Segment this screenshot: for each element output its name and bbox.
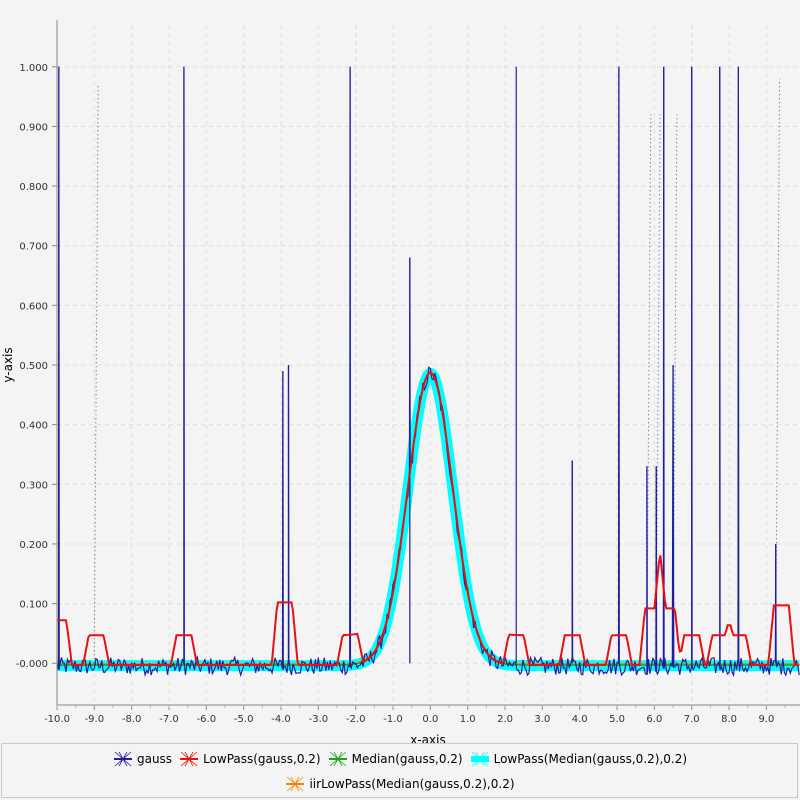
x-tick-label: -6.0 [197, 714, 217, 725]
legend-swatch-marker [114, 751, 132, 767]
y-tick-label: 0.100 [19, 600, 48, 611]
legend-swatch-marker [329, 751, 346, 767]
x-tick-label: -4.0 [271, 714, 291, 725]
legend-item-iirlowpass[interactable]: iirLowPass(Median(gauss,0.2),0.2) [284, 775, 515, 793]
legend-item-lowpass[interactable]: LowPass(gauss,0.2) [178, 750, 321, 768]
legend-item-gauss[interactable]: gauss [112, 750, 172, 768]
legend-marker-iirlowpass [286, 776, 305, 792]
legend: gauss LowPass(gauss,0.2) Median(gauss,0.… [1, 743, 798, 798]
y-tick-label: 0.600 [19, 301, 48, 312]
legend-item-lowpass-median[interactable]: LowPass(Median(gauss,0.2),0.2) [469, 750, 687, 768]
x-tick-label: -7.0 [159, 714, 179, 725]
x-tick-label: -10.0 [44, 714, 70, 725]
gauss-spike-markers [775, 78, 781, 664]
legend-marker-median [328, 751, 347, 767]
legend-label: iirLowPass(Median(gauss,0.2),0.2) [309, 777, 515, 791]
x-tick-label: -8.0 [122, 714, 142, 725]
legend-label: gauss [136, 752, 173, 766]
legend-label: LowPass(Median(gauss,0.2),0.2) [493, 752, 688, 766]
legend-swatch-marker [180, 751, 198, 767]
y-tick-label: 0.800 [19, 182, 48, 193]
x-tick-label: 1.0 [460, 714, 476, 725]
y-tick-label: 0.900 [19, 122, 48, 133]
x-tick-label: -9.0 [85, 714, 105, 725]
y-tick-label: 0.200 [19, 540, 48, 551]
legend-swatch-marker [287, 776, 304, 792]
y-tick-label: 0.400 [19, 421, 48, 432]
x-tick-label: -1.0 [383, 714, 403, 725]
grid [56, 25, 800, 705]
legend-item-median[interactable]: Median(gauss,0.2) [327, 750, 463, 768]
x-tick-label: 2.0 [497, 714, 513, 725]
x-tick-label: -2.0 [346, 714, 366, 725]
y-tick-label: 0.500 [19, 361, 48, 372]
legend-marker-lowpass [180, 751, 199, 767]
x-tick-label: -5.0 [234, 714, 254, 725]
axes: -10.0 -9.0 -8.0 -7.0 -6.0 -5.0 -4.0 -3.0 -2.0 -1.… [16, 20, 800, 725]
x-tick-label: 4.0 [572, 714, 588, 725]
x-tick-label: -3.0 [309, 714, 329, 725]
legend-swatch-marker [471, 751, 488, 767]
x-tick-label: 3.0 [534, 714, 550, 725]
x-tick-label: 0.0 [422, 714, 438, 725]
gauss-spike-markers [93, 84, 99, 664]
legend-label: LowPass(gauss,0.2) [203, 752, 321, 766]
y-tick-label: 1.000 [19, 63, 48, 74]
legend-marker-gauss [113, 751, 132, 767]
x-tick-label: 9.0 [758, 714, 774, 725]
x-tick-label: 8.0 [721, 714, 737, 725]
x-tick-label: 7.0 [684, 714, 700, 725]
legend-marker-lowpass-median [470, 751, 489, 767]
chart: -10.0 -9.0 -8.0 -7.0 -6.0 -5.0 -4.0 -3.0 -2.0 -1.… [1, 20, 800, 743]
legend-label: Median(gauss,0.2) [351, 752, 463, 766]
x-axis-title: x-axis [410, 733, 445, 743]
y-tick-label: 0.300 [19, 480, 48, 491]
x-tick-label: 6.0 [646, 714, 662, 725]
legend-row-2: iirLowPass(Median(gauss,0.2),0.2) [2, 775, 797, 793]
series-layer [52, 66, 800, 678]
y-tick-label: 0.700 [19, 242, 48, 253]
legend-row-1: gauss LowPass(gauss,0.2) Median(gauss,0.… [2, 750, 797, 768]
x-tick-label: 5.0 [609, 714, 625, 725]
y-tick-label: -0.000 [16, 659, 48, 670]
series-lowpass [57, 371, 800, 667]
y-axis-title: y-axis [1, 347, 15, 382]
